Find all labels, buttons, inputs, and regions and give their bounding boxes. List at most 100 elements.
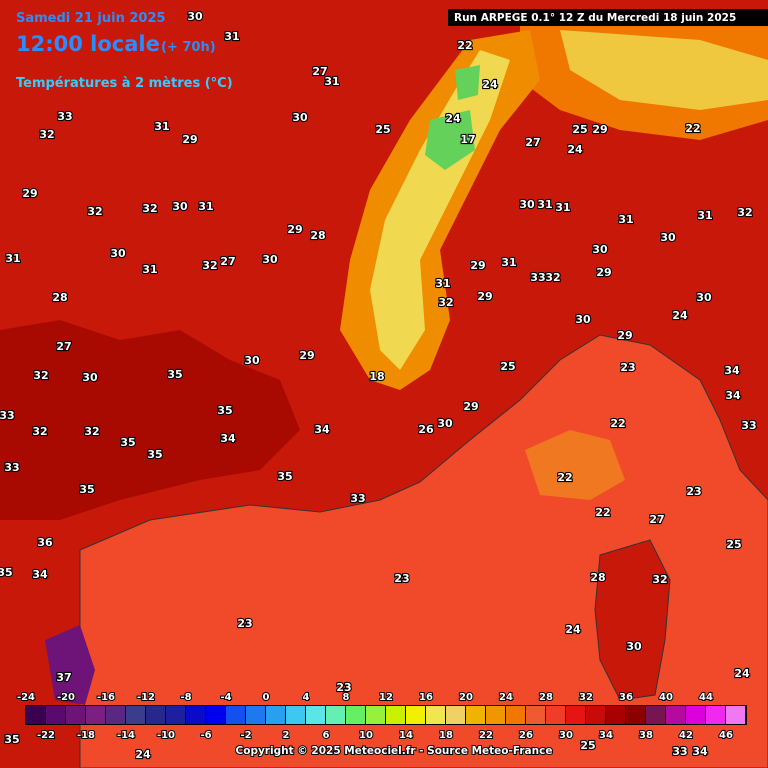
- legend-tick-label: 6: [323, 730, 330, 741]
- temperature-label: 23: [237, 617, 252, 630]
- temperature-label: 36: [37, 536, 53, 549]
- legend-tick-label: 14: [399, 730, 413, 741]
- legend-swatch: [266, 706, 285, 724]
- run-box: [448, 9, 768, 26]
- temperature-label: 34: [314, 423, 330, 436]
- temperature-label: 35: [277, 470, 292, 483]
- temperature-label: 29: [596, 266, 611, 279]
- legend-tick-label: 4: [303, 692, 310, 703]
- legend-tick-label: 42: [679, 730, 693, 741]
- legend-tick-label: -10: [157, 730, 175, 741]
- legend-swatch: [146, 706, 165, 724]
- temperature-label: 22: [457, 39, 472, 52]
- temperature-label: 22: [557, 471, 572, 484]
- alps-yellow: [370, 50, 510, 370]
- temperature-label: 22: [685, 122, 700, 135]
- temperature-label: 33: [350, 492, 365, 505]
- temperature-label: 35: [4, 733, 19, 746]
- date: Samedi 21 juin 2025: [16, 11, 166, 26]
- temperature-label: 29: [477, 290, 492, 303]
- legend-tick-label: 24: [499, 692, 513, 703]
- temperature-label: 24: [734, 667, 750, 680]
- legend-swatch: [506, 706, 525, 724]
- legend-tick-label: 30: [559, 730, 573, 741]
- legend-tick-label: 32: [579, 692, 593, 703]
- temperature-label: 24: [482, 78, 498, 91]
- temperature-label: 30: [437, 417, 453, 430]
- temperature-label: 25: [580, 739, 595, 752]
- legend-tick-label: 46: [719, 730, 733, 741]
- legend-swatch: [426, 706, 445, 724]
- temperature-label: 31: [324, 75, 339, 88]
- legend-tick-label: 8: [343, 692, 350, 703]
- legend-swatch: [406, 706, 425, 724]
- legend-tick-label: 28: [539, 692, 553, 703]
- legend-swatch: [626, 706, 645, 724]
- temperature-label: 27: [220, 255, 235, 268]
- lead: (+ 70h): [161, 40, 216, 55]
- temperature-label: 30: [172, 200, 188, 213]
- temperature-label: 31: [154, 120, 169, 133]
- legend-tick-label: 12: [379, 692, 393, 703]
- legend-tick-label: -22: [37, 730, 55, 741]
- temperature-label: 34: [692, 745, 708, 758]
- hot-spot: [45, 625, 95, 705]
- temperature-label: 29: [22, 187, 37, 200]
- legend-tick-label: 36: [619, 692, 633, 703]
- temperature-label: 30: [292, 111, 308, 124]
- temperature-label: 17: [460, 133, 475, 146]
- temperature-label: 32: [32, 425, 47, 438]
- legend-swatch: [246, 706, 265, 724]
- temperature-label: 24: [135, 748, 151, 761]
- legend-swatch: [486, 706, 505, 724]
- legend-swatch: [686, 706, 705, 724]
- temperature-label: 32: [87, 205, 102, 218]
- temperature-label: 29: [592, 123, 607, 136]
- temperature-label: 30: [575, 313, 591, 326]
- legend-tick-label: 20: [459, 692, 473, 703]
- temperature-label: 23: [394, 572, 409, 585]
- temperature-label: 33: [530, 271, 545, 284]
- temperature-label: 35: [0, 566, 13, 579]
- legend-swatch: [466, 706, 485, 724]
- legend-tick-label: -20: [57, 692, 75, 703]
- legend-tick-label: 16: [419, 692, 433, 703]
- legend-swatch: [46, 706, 65, 724]
- time: 12:00 locale: [16, 32, 160, 56]
- temperature-label: 34: [220, 432, 236, 445]
- temperature-label: 34: [724, 364, 740, 377]
- legend-swatch: [326, 706, 345, 724]
- temperature-label: 28: [52, 291, 67, 304]
- temperature-label: 32: [438, 296, 453, 309]
- temperature-label: 30: [626, 640, 642, 653]
- temperature-label: 24: [565, 623, 581, 636]
- legend-swatch: [386, 706, 405, 724]
- temperature-label: 31: [501, 256, 516, 269]
- legend-swatch: [206, 706, 225, 724]
- legend-tick-label: 40: [659, 692, 673, 703]
- temperature-label: 23: [686, 485, 701, 498]
- cool-sea: [525, 430, 625, 500]
- legend-swatch: [446, 706, 465, 724]
- legend-swatch: [226, 706, 245, 724]
- temperature-label: 34: [32, 568, 48, 581]
- temperature-label: 30: [696, 291, 712, 304]
- temperature-label: 30: [110, 247, 126, 260]
- legend-tick-label: -4: [220, 692, 231, 703]
- temperature-label: 31: [5, 252, 20, 265]
- temperature-label: 35: [147, 448, 162, 461]
- temperature-label: 32: [84, 425, 99, 438]
- legend-swatch: [586, 706, 605, 724]
- legend-tick-label: -12: [137, 692, 155, 703]
- temperature-label: 31: [435, 277, 450, 290]
- temperature-label: 30: [82, 371, 98, 384]
- legend-tick-label: -16: [97, 692, 115, 703]
- temperature-label: 35: [79, 483, 94, 496]
- temperature-label: 30: [187, 10, 203, 23]
- legend-tick-label: 38: [639, 730, 653, 741]
- temperature-label: 22: [595, 506, 610, 519]
- temperature-label: 33: [672, 745, 687, 758]
- temperature-label: 27: [649, 513, 664, 526]
- temperature-label: 27: [525, 136, 540, 149]
